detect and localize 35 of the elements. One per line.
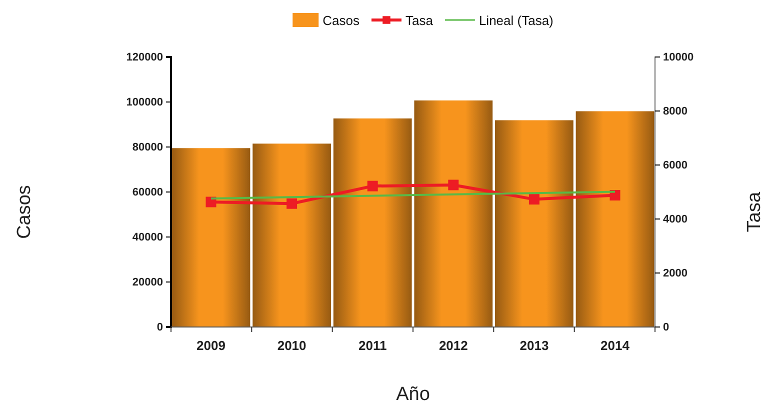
point [367,180,378,192]
y-tick-label: 0 [156,322,163,334]
y2-tick-label: 8000 [663,106,688,118]
bar [495,120,574,327]
x-tick-label: 2012 [438,338,468,354]
y-tick-label: 120000 [126,52,163,64]
x-tick-label: 2009 [196,338,226,354]
bar [576,111,654,327]
y-tick-label: 60000 [132,186,163,199]
legend-label: Lineal (Tasa) [478,13,554,28]
y2-tick-label: 6000 [663,160,688,172]
point [448,180,459,190]
y2-tick-label: 10000 [663,52,694,64]
x-axis-title: Año [396,384,430,405]
y-axis-title: Casos [14,185,35,239]
y-tick-label: 80000 [132,142,163,154]
bar [414,100,493,327]
point [286,198,298,209]
bar [172,148,250,327]
y2-axis-title: Tasa [744,192,765,232]
legend-label: Casos [322,13,360,28]
bar [333,118,412,327]
point [528,194,540,205]
x-tick-label: 2011 [358,338,387,354]
x-tick-label: 2010 [277,338,306,354]
x-tick-label: 2014 [600,338,630,354]
y-tick-label: 40000 [132,232,163,244]
legend-label: Tasa [405,13,434,28]
y2-tick-label: 4000 [663,214,688,226]
bar [252,144,331,327]
y-tick-label: 100000 [126,96,163,109]
x-tick-label: 2013 [520,338,549,354]
y-tick-label: 20000 [132,276,163,289]
y2-tick-label: 2000 [663,268,688,280]
y2-tick-label: 0 [663,322,670,334]
